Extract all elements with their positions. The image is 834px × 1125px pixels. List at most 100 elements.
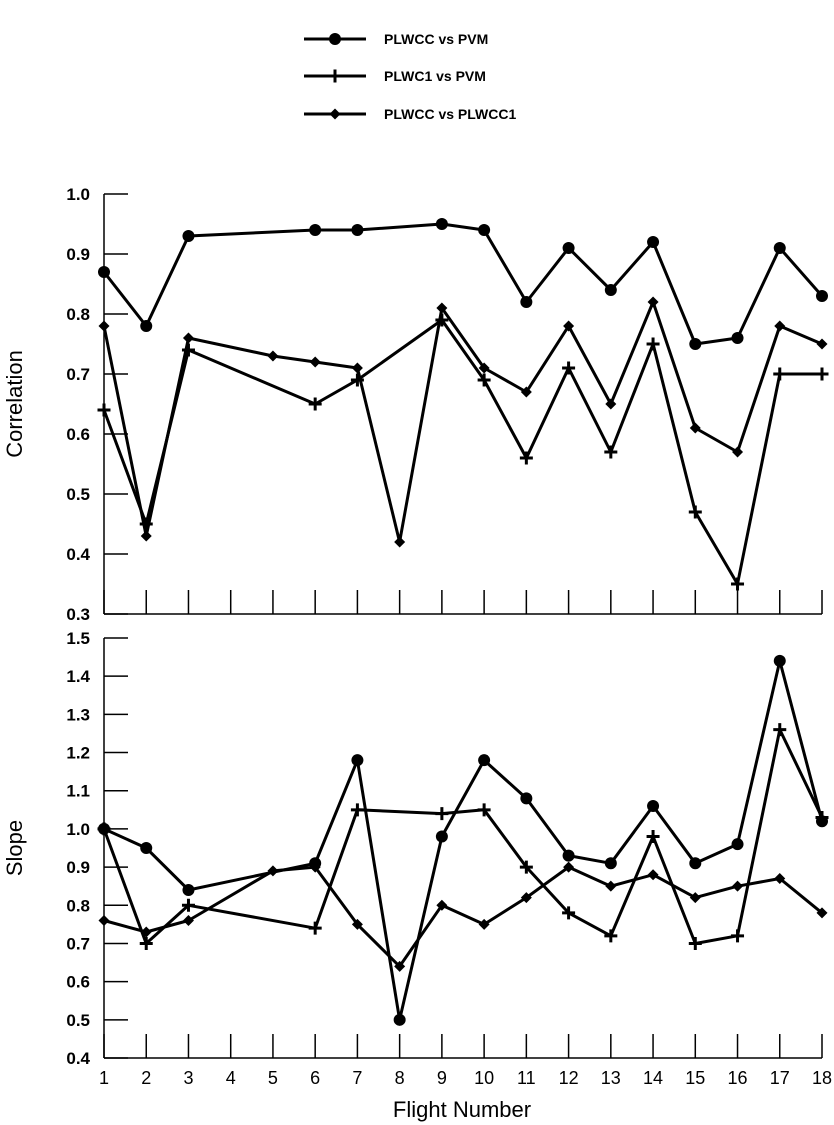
data-point: [182, 915, 194, 927]
data-point: [773, 654, 786, 667]
data-point: [731, 838, 744, 851]
series-line: [102, 318, 822, 586]
data-point: [435, 807, 449, 821]
data-point: [98, 266, 110, 278]
data-point: [815, 810, 829, 824]
data-point: [562, 849, 575, 862]
data-point: [97, 403, 111, 417]
data-point: [605, 880, 617, 892]
data-point: [98, 915, 110, 927]
data-point: [182, 332, 194, 344]
y-tick-label: 1.4: [66, 667, 90, 686]
data-point: [520, 296, 533, 308]
series-line: [102, 222, 824, 346]
x-tick-label: 13: [601, 1068, 621, 1088]
data-point: [605, 398, 617, 410]
data-point: [139, 936, 153, 950]
data-point: [267, 865, 279, 877]
x-tick-label: 17: [770, 1068, 790, 1088]
data-point: [520, 792, 533, 805]
y-tick-label: 0.8: [66, 896, 90, 915]
data-point: [478, 224, 491, 236]
data-point: [731, 577, 745, 591]
data-point: [351, 754, 364, 767]
data-point: [351, 918, 363, 930]
x-tick-label: 16: [728, 1068, 748, 1088]
plus-marker-icon: [328, 69, 342, 83]
series-diamond: [98, 861, 828, 972]
data-point: [647, 869, 659, 881]
data-point: [773, 723, 787, 737]
series-plus: [97, 723, 829, 950]
y-tick-label: 0.9: [66, 858, 90, 877]
data-point: [689, 857, 702, 870]
data-point: [140, 842, 153, 854]
series-circle: [98, 654, 828, 1026]
y-tick-label: 1.0: [66, 185, 90, 204]
legend-label: PLWCC vs PVM: [384, 31, 488, 47]
data-point: [182, 230, 195, 242]
data-point: [774, 873, 786, 885]
data-point: [435, 218, 448, 230]
data-point: [604, 929, 618, 943]
data-point: [689, 338, 702, 350]
data-point: [773, 242, 786, 254]
data-point: [647, 236, 660, 248]
data-point: [816, 290, 828, 302]
data-point: [436, 899, 448, 911]
y-tick-label: 0.7: [66, 365, 90, 384]
data-point: [731, 929, 745, 943]
data-point: [350, 803, 364, 817]
series-line: [102, 300, 823, 544]
series-plus: [97, 313, 829, 591]
x-tick-label: 5: [268, 1068, 278, 1088]
x-tick-label: 7: [352, 1068, 362, 1088]
y-axis-title: Correlation: [2, 350, 27, 458]
data-point: [732, 446, 744, 458]
y-tick-label: 0.5: [66, 485, 90, 504]
y-tick-label: 0.7: [66, 934, 90, 953]
x-tick-label: 2: [141, 1068, 151, 1088]
y-tick-label: 1.1: [66, 782, 90, 801]
y-tick-label: 1.0: [66, 820, 90, 839]
y-tick-label: 1.2: [66, 744, 90, 763]
x-tick-label: 6: [310, 1068, 320, 1088]
x-tick-label: 11: [517, 1068, 536, 1088]
data-point: [478, 754, 491, 767]
y-tick-label: 0.4: [66, 1049, 90, 1068]
x-tick-label: 15: [685, 1068, 705, 1088]
data-point: [604, 445, 618, 459]
data-point: [562, 242, 575, 254]
data-point: [815, 367, 829, 381]
x-tick-label: 4: [226, 1068, 236, 1088]
data-point: [563, 861, 575, 873]
data-point: [181, 343, 195, 357]
data-point: [689, 892, 701, 904]
data-point: [816, 907, 828, 919]
data-point: [477, 373, 491, 387]
data-point: [139, 517, 153, 531]
data-point: [98, 320, 110, 332]
data-point: [519, 860, 533, 874]
diamond-marker-icon: [329, 108, 341, 120]
legend: PLWCC vs PVM PLWC1 vs PVM PLWCC vs PLWCC1: [304, 31, 516, 122]
data-point: [647, 800, 660, 812]
data-point: [267, 350, 279, 362]
x-tick-label: 18: [812, 1068, 832, 1088]
legend-label: PLWC1 vs PVM: [384, 68, 486, 84]
y-tick-label: 1.5: [66, 629, 90, 648]
y-tick-label: 0.4: [66, 545, 90, 564]
data-point: [731, 332, 744, 344]
data-point: [646, 337, 660, 351]
slope-panel: 0.40.50.60.70.80.91.01.11.21.31.41.51 2 3 4…: [2, 629, 832, 1088]
data-point: [435, 830, 448, 843]
series-line: [102, 728, 824, 945]
y-tick-label: 1.3: [66, 705, 90, 724]
data-point: [140, 530, 152, 542]
y-tick-label: 0.8: [66, 305, 90, 324]
y-axis-title: Slope: [2, 820, 27, 876]
series-circle: [98, 218, 828, 350]
data-point: [688, 505, 702, 519]
data-point: [393, 1013, 406, 1026]
